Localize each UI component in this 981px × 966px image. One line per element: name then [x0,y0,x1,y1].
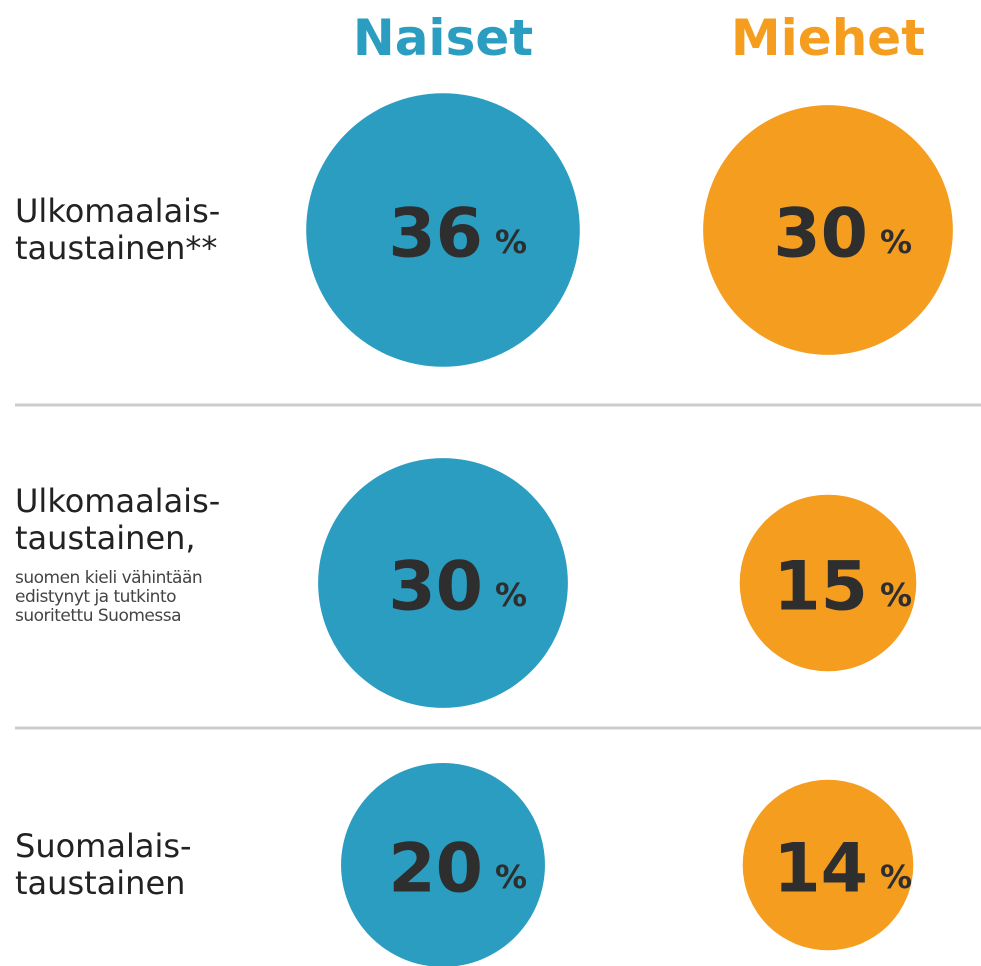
value-label: 36 [388,195,483,274]
row-note: suomen kieli vähintään edistynyt ja tutk… [15,568,203,626]
row-label: Ulkomaalais- taustainen** [15,192,221,267]
row-label: Suomalais- taustainen [15,827,192,902]
bubble [703,105,953,355]
value-label: 30 [388,548,483,627]
bubble [739,494,917,672]
value-label: 20 [388,830,483,909]
unit-label: % [880,576,912,614]
column-header: Naiset [353,9,533,67]
bubble [306,93,580,367]
column-header: Miehet [731,9,925,67]
unit-label: % [880,858,912,896]
unit-label: % [495,576,527,614]
value-label: 14 [773,830,868,909]
value-label: 30 [773,195,868,274]
unit-label: % [495,858,527,896]
bubble [341,763,545,966]
row-label: Ulkomaalais- taustainen, [15,482,221,557]
unit-label: % [495,223,527,261]
bubble [742,779,914,951]
bubble [318,458,568,708]
unit-label: % [880,223,912,261]
value-label: 15 [773,548,868,627]
